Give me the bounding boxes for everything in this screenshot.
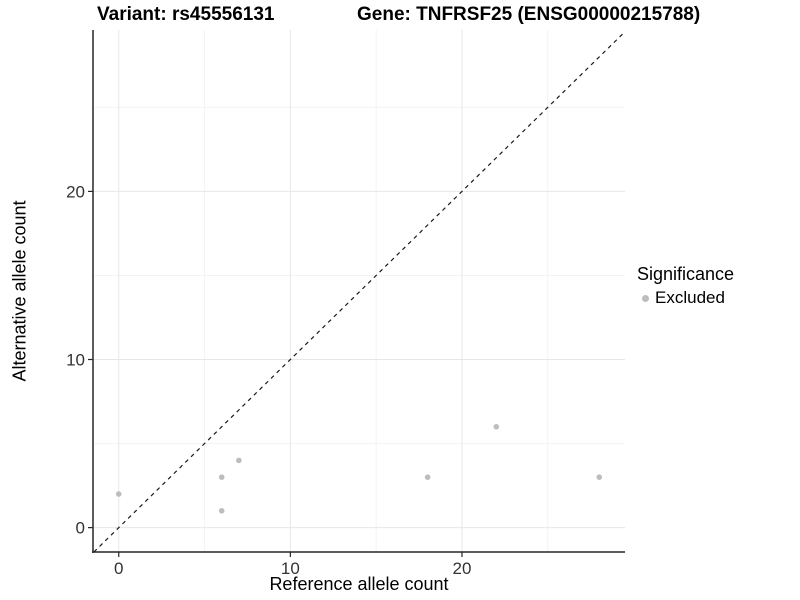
legend-title: Significance [637,264,735,284]
variant-title: Variant: rs45556131 [97,4,275,25]
legend-item-excluded: Excluded [637,288,734,308]
x-tick-label: 20 [453,559,472,578]
data-point [218,474,225,480]
data-point [115,491,122,497]
x-tick-label: 10 [281,559,300,578]
x-tick-label: 0 [114,559,123,578]
data-point [493,423,500,430]
gene-title: Gene: TNFRSF25 (ENSG00000215788) [357,4,701,25]
y-axis-label: Alternative allele count [9,200,30,382]
data-point [596,474,603,480]
legend: Significance Excluded [637,262,734,308]
y-tick-label: 20 [66,182,85,201]
y-tick-label: 0 [76,519,85,538]
legend-item-label: Excluded [655,288,725,307]
data-point [218,508,225,514]
data-point [424,474,431,480]
legend-point-marker-icon [642,294,649,302]
identity-line [93,31,626,553]
data-point [236,457,242,464]
y-tick-label: 10 [66,351,85,370]
x-axis-label: Reference allele count [269,574,449,594]
